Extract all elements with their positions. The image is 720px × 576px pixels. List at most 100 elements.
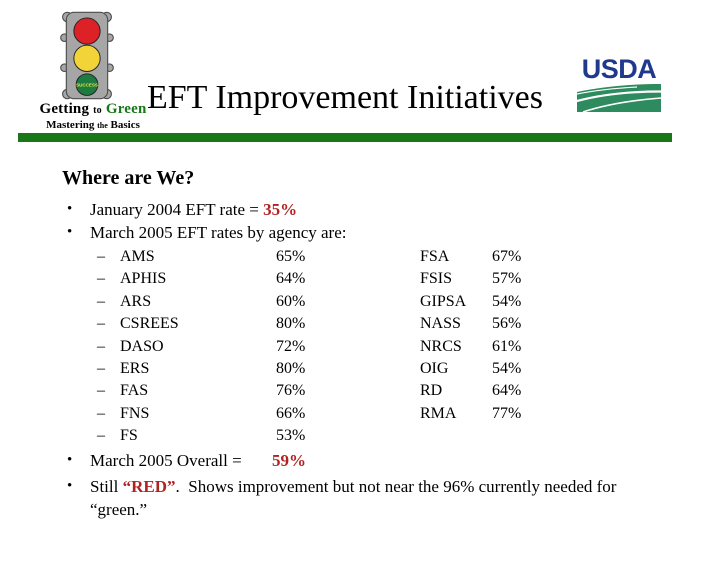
- agency-row: – FAS 76%: [97, 380, 305, 402]
- agency-rate: 64%: [276, 270, 306, 288]
- red-status: “RED”: [122, 477, 176, 496]
- agency-row: NASS 56%: [420, 313, 521, 335]
- bullet-text: January 2004 EFT rate = 35%: [90, 198, 297, 221]
- agency-name: FSA: [420, 248, 450, 265]
- bullet-list-top: • January 2004 EFT rate = 35% • March 20…: [62, 198, 347, 244]
- success-label: SUCCESS: [76, 83, 98, 88]
- bullet-icon: •: [67, 201, 73, 217]
- agency-rate: 65%: [276, 248, 306, 265]
- agency-name: DASO: [120, 337, 164, 355]
- agency-rate: 54%: [492, 292, 522, 310]
- agency-row: FSA 67%: [420, 246, 521, 268]
- agency-name: ARS: [120, 292, 152, 310]
- agency-name: NASS: [420, 315, 461, 333]
- tagline-to: to: [93, 105, 102, 116]
- agency-name: CSREES: [120, 315, 179, 333]
- overall-label: March 2005 Overall =: [90, 451, 246, 470]
- tagline-basics: Basics: [110, 119, 140, 131]
- bullet-text: Still “RED”. Shows improvement but not n…: [90, 475, 655, 521]
- agency-rate: 76%: [276, 382, 306, 400]
- agency-row: OIG 54%: [420, 358, 521, 380]
- agency-rate: 67%: [492, 248, 522, 265]
- agency-name: RD: [420, 382, 443, 400]
- green-light-icon: [75, 73, 99, 96]
- dash-icon: –: [97, 337, 105, 355]
- dash-icon: –: [97, 404, 105, 422]
- agency-row: – CSREES 80%: [97, 313, 305, 335]
- bullet-overall: • March 2005 Overall = 59%: [62, 449, 662, 472]
- agency-rate: 80%: [276, 315, 306, 333]
- divider-bar: [18, 133, 672, 142]
- usda-logo: USDA: [576, 56, 662, 117]
- agency-rate: 53%: [276, 427, 306, 445]
- tagline-green: Green: [105, 101, 147, 117]
- dash-icon: –: [97, 360, 105, 378]
- tagline-the: the: [97, 121, 108, 130]
- dash-icon: –: [97, 292, 105, 310]
- still-suffix: . Shows improvement but not near the 96%…: [90, 477, 621, 519]
- usda-field-icon: [576, 84, 662, 113]
- bullet-jan-2004: • January 2004 EFT rate = 35%: [62, 198, 347, 221]
- bullet-still-red: • Still “RED”. Shows improvement but not…: [62, 475, 662, 521]
- agency-name: ERS: [120, 360, 150, 378]
- agency-rate: 54%: [492, 360, 522, 378]
- bullet-list-bottom: • March 2005 Overall = 59% • Still “RED”…: [62, 449, 662, 521]
- agency-row: – FNS 66%: [97, 403, 305, 425]
- agency-row: – AMS 65%: [97, 246, 305, 268]
- dash-icon: –: [97, 315, 105, 333]
- agency-row: RMA 77%: [420, 403, 521, 425]
- agency-name: FS: [120, 427, 138, 445]
- agency-rates-right-column: FSA 67% FSIS 57% GIPSA 54% NASS 56% NRCS 61% …: [420, 246, 521, 425]
- agency-row: RD 64%: [420, 380, 521, 402]
- agency-name: FAS: [120, 382, 149, 400]
- jan-2004-label: January 2004 EFT rate =: [90, 200, 264, 219]
- agency-rate: 66%: [276, 404, 306, 422]
- dash-icon: –: [97, 270, 105, 288]
- agency-name: AMS: [120, 248, 155, 265]
- agency-name: OIG: [420, 360, 449, 378]
- agency-row: FSIS 57%: [420, 268, 521, 290]
- agency-name: APHIS: [120, 270, 167, 288]
- section-heading: Where are We?: [62, 167, 195, 189]
- dash-icon: –: [97, 248, 105, 265]
- dash-icon: –: [97, 382, 105, 400]
- still-prefix: Still: [90, 477, 123, 496]
- bullet-march-2005: • March 2005 EFT rates by agency are:: [62, 221, 347, 244]
- agency-name: FNS: [120, 404, 150, 422]
- tagline-line2: Mastering the Basics: [26, 119, 160, 132]
- agency-row: – ARS 60%: [97, 291, 305, 313]
- tagline-mastering: Mastering: [46, 119, 95, 131]
- agency-rate: 72%: [276, 337, 306, 355]
- bullet-icon: •: [67, 478, 73, 494]
- jan-2004-rate: 35%: [263, 200, 298, 219]
- agency-rate: 77%: [492, 404, 522, 422]
- bullet-icon: •: [67, 452, 73, 468]
- overall-rate: 59%: [271, 451, 306, 470]
- agency-name: FSIS: [420, 270, 453, 288]
- agency-rate: 61%: [492, 337, 522, 355]
- agency-row: – FS 53%: [97, 425, 305, 447]
- agency-row: NRCS 61%: [420, 336, 521, 358]
- page-title: EFT Improvement Initiatives: [147, 79, 543, 116]
- tagline-line1: Getting to Green: [26, 101, 160, 119]
- agency-row: GIPSA 54%: [420, 291, 521, 313]
- agency-rate: 60%: [276, 292, 306, 310]
- logo-tagline: Getting to Green Mastering the Basics: [26, 101, 160, 132]
- tagline-getting: Getting: [39, 101, 90, 117]
- dash-icon: –: [97, 427, 105, 445]
- bullet-text: March 2005 EFT rates by agency are:: [90, 223, 347, 242]
- agency-row: – ERS 80%: [97, 358, 305, 380]
- agency-rate: 57%: [492, 270, 522, 288]
- agency-name: GIPSA: [420, 292, 467, 310]
- agency-row: – DASO 72%: [97, 336, 305, 358]
- traffic-light-icon: SUCCESS: [60, 11, 114, 100]
- agency-row: – APHIS 64%: [97, 268, 305, 290]
- agency-rate: 64%: [492, 382, 522, 400]
- red-light-icon: [73, 17, 101, 45]
- bullet-text: March 2005 Overall = 59%: [90, 449, 306, 472]
- agency-rate: 56%: [492, 315, 522, 333]
- agency-name: NRCS: [420, 337, 462, 355]
- agency-rate: 80%: [276, 360, 306, 378]
- bullet-icon: •: [67, 224, 73, 240]
